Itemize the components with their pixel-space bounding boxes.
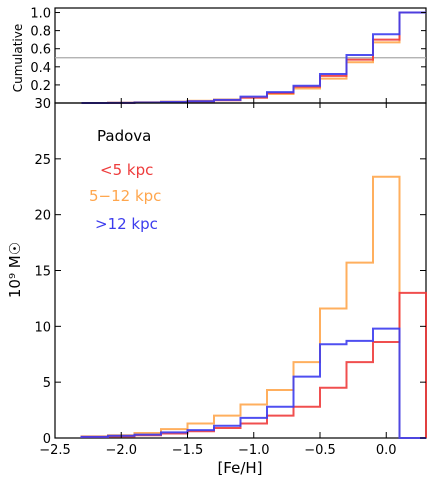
x-tick-label: −2.5	[39, 443, 71, 458]
mass-series-group	[80, 175, 427, 439]
x-tick-label: −1.5	[172, 443, 204, 458]
legend-entry-middle: 5−12 kpc	[89, 187, 161, 205]
x-tick-label: −0.5	[304, 443, 336, 458]
cumulative-panel: 0.2 0.4 0.6 0.8 1.0 Cumulative	[11, 7, 427, 104]
legend: Padova <5 kpc 5−12 kpc >12 kpc	[89, 127, 161, 233]
legend-title: Padova	[97, 127, 151, 145]
cumulative-y-tick-label: 0.4	[30, 61, 51, 76]
cumulative-y-tick-label: 0.2	[30, 79, 51, 94]
series-outer-step-line	[80, 327, 426, 439]
cumulative-y-tick-label: 0.8	[30, 25, 51, 40]
x-tick-label: 0.0	[376, 443, 397, 458]
mass-y-tick-label: 10	[34, 320, 51, 335]
mass-y-tick-label: 20	[34, 209, 51, 224]
mass-y-tick-label: 25	[34, 153, 51, 168]
mass-plot-frame	[54, 102, 427, 439]
mass-x-ticks: −2.5 −2.0 −1.5 −1.0 −0.5 0.0	[39, 98, 397, 458]
mass-y-tick-label: 0	[43, 432, 51, 447]
cumulative-y-ticks: 0.2 0.4 0.6 0.8 1.0	[30, 7, 426, 94]
mass-y-tick-label: 15	[34, 265, 51, 280]
x-tick-label: −2.0	[105, 443, 137, 458]
mass-y-tick-label: 5	[43, 376, 51, 391]
x-tick-label: −1.0	[238, 443, 270, 458]
mass-y-tick-label: 30	[34, 97, 51, 112]
mass-panel: 0 5 10 15 20 25 30 −2.5 −2.0 −1.5 −1.0 −0.5 0.0 [Fe…	[6, 97, 427, 477]
series-inner-step-line	[80, 291, 427, 438]
x-axis-label: [Fe/H]	[217, 459, 262, 477]
cumulative-y-axis-label: Cumulative	[11, 24, 25, 93]
legend-entry-inner: <5 kpc	[100, 161, 153, 179]
cumulative-y-tick-label: 0.6	[30, 43, 51, 58]
mass-y-ticks: 0 5 10 15 20 25 30	[34, 97, 426, 447]
cumulative-y-tick-label: 1.0	[30, 7, 51, 22]
legend-entry-outer: >12 kpc	[95, 215, 158, 233]
mass-y-axis-label: 10⁹ M☉	[6, 242, 24, 298]
